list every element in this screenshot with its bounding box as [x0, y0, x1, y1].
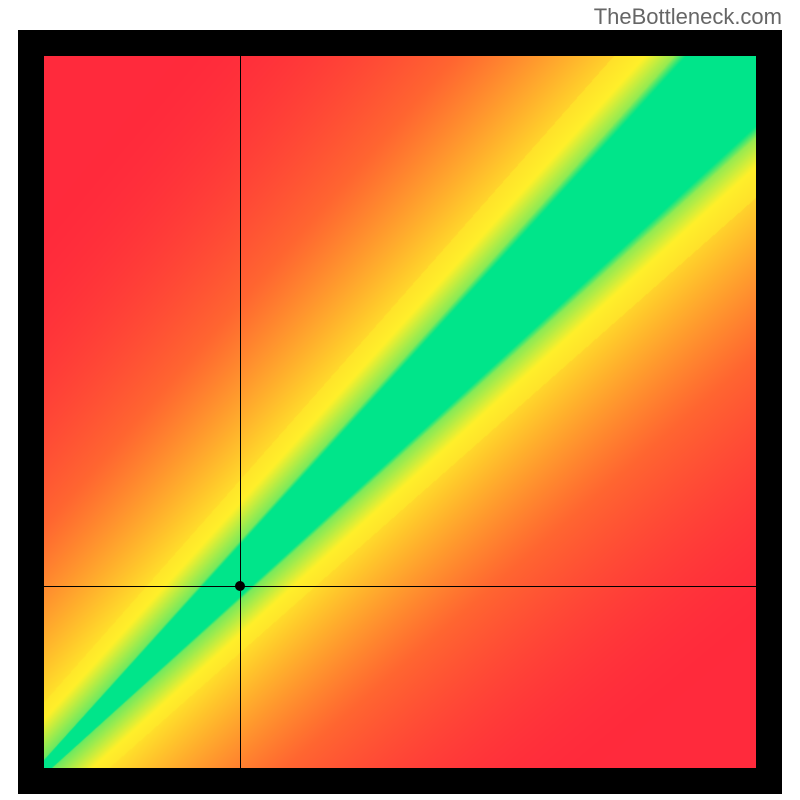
crosshair-horizontal — [44, 586, 756, 587]
crosshair-marker — [235, 581, 245, 591]
chart-frame — [18, 30, 782, 794]
chart-container: TheBottleneck.com — [0, 0, 800, 800]
watermark-text: TheBottleneck.com — [594, 4, 782, 30]
heatmap-canvas — [44, 56, 756, 768]
plot-area — [44, 56, 756, 768]
crosshair-vertical — [240, 56, 241, 768]
